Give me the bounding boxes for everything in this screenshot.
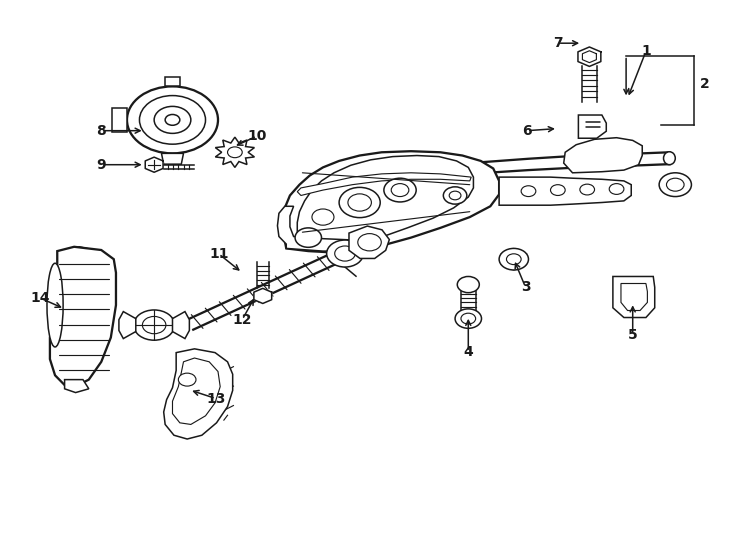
Circle shape — [443, 187, 467, 204]
Text: 1: 1 — [641, 44, 651, 58]
Polygon shape — [165, 77, 180, 86]
Ellipse shape — [47, 263, 63, 347]
Circle shape — [312, 209, 334, 225]
Circle shape — [384, 178, 416, 202]
Polygon shape — [578, 115, 606, 138]
Polygon shape — [50, 247, 116, 387]
Circle shape — [449, 191, 461, 200]
Text: 14: 14 — [31, 291, 50, 305]
Text: 2: 2 — [700, 77, 710, 91]
Polygon shape — [578, 47, 601, 66]
Circle shape — [178, 373, 196, 386]
Polygon shape — [360, 152, 669, 179]
Circle shape — [506, 254, 521, 265]
Circle shape — [154, 106, 191, 133]
Polygon shape — [161, 153, 184, 164]
Text: 4: 4 — [463, 345, 473, 359]
Polygon shape — [283, 151, 499, 253]
Polygon shape — [297, 173, 471, 195]
Polygon shape — [613, 276, 655, 318]
Polygon shape — [254, 288, 272, 303]
Polygon shape — [297, 156, 473, 244]
Polygon shape — [621, 284, 647, 310]
Polygon shape — [172, 358, 220, 424]
Polygon shape — [172, 312, 189, 339]
Circle shape — [335, 246, 355, 261]
Circle shape — [357, 234, 381, 251]
Text: 5: 5 — [628, 328, 638, 342]
Circle shape — [391, 184, 409, 197]
Circle shape — [457, 276, 479, 293]
Text: 3: 3 — [520, 280, 531, 294]
Circle shape — [580, 184, 595, 195]
Circle shape — [499, 248, 528, 270]
Circle shape — [134, 310, 175, 340]
Text: 13: 13 — [206, 392, 225, 406]
Polygon shape — [119, 312, 136, 339]
Polygon shape — [112, 108, 127, 132]
Circle shape — [550, 185, 565, 195]
Text: 8: 8 — [96, 124, 106, 138]
Circle shape — [295, 228, 321, 247]
Polygon shape — [215, 137, 255, 167]
Circle shape — [348, 194, 371, 211]
Text: 10: 10 — [247, 129, 266, 143]
Polygon shape — [164, 349, 233, 439]
Polygon shape — [145, 157, 163, 172]
Text: 7: 7 — [553, 36, 563, 50]
Circle shape — [327, 240, 363, 267]
Circle shape — [228, 147, 242, 158]
Circle shape — [139, 96, 206, 144]
Circle shape — [142, 316, 166, 334]
Circle shape — [339, 187, 380, 218]
Circle shape — [659, 173, 691, 197]
Text: 12: 12 — [233, 313, 252, 327]
Circle shape — [666, 178, 684, 191]
Text: 11: 11 — [209, 247, 228, 261]
Circle shape — [127, 86, 218, 153]
Text: 6: 6 — [522, 124, 532, 138]
Circle shape — [165, 114, 180, 125]
Polygon shape — [65, 380, 89, 393]
Circle shape — [609, 184, 624, 194]
Polygon shape — [499, 177, 631, 205]
Polygon shape — [349, 226, 389, 259]
Text: 9: 9 — [96, 158, 106, 172]
Circle shape — [521, 186, 536, 197]
Ellipse shape — [664, 152, 675, 165]
Circle shape — [455, 309, 482, 328]
Circle shape — [461, 313, 476, 324]
Polygon shape — [564, 138, 642, 173]
Polygon shape — [277, 206, 360, 251]
